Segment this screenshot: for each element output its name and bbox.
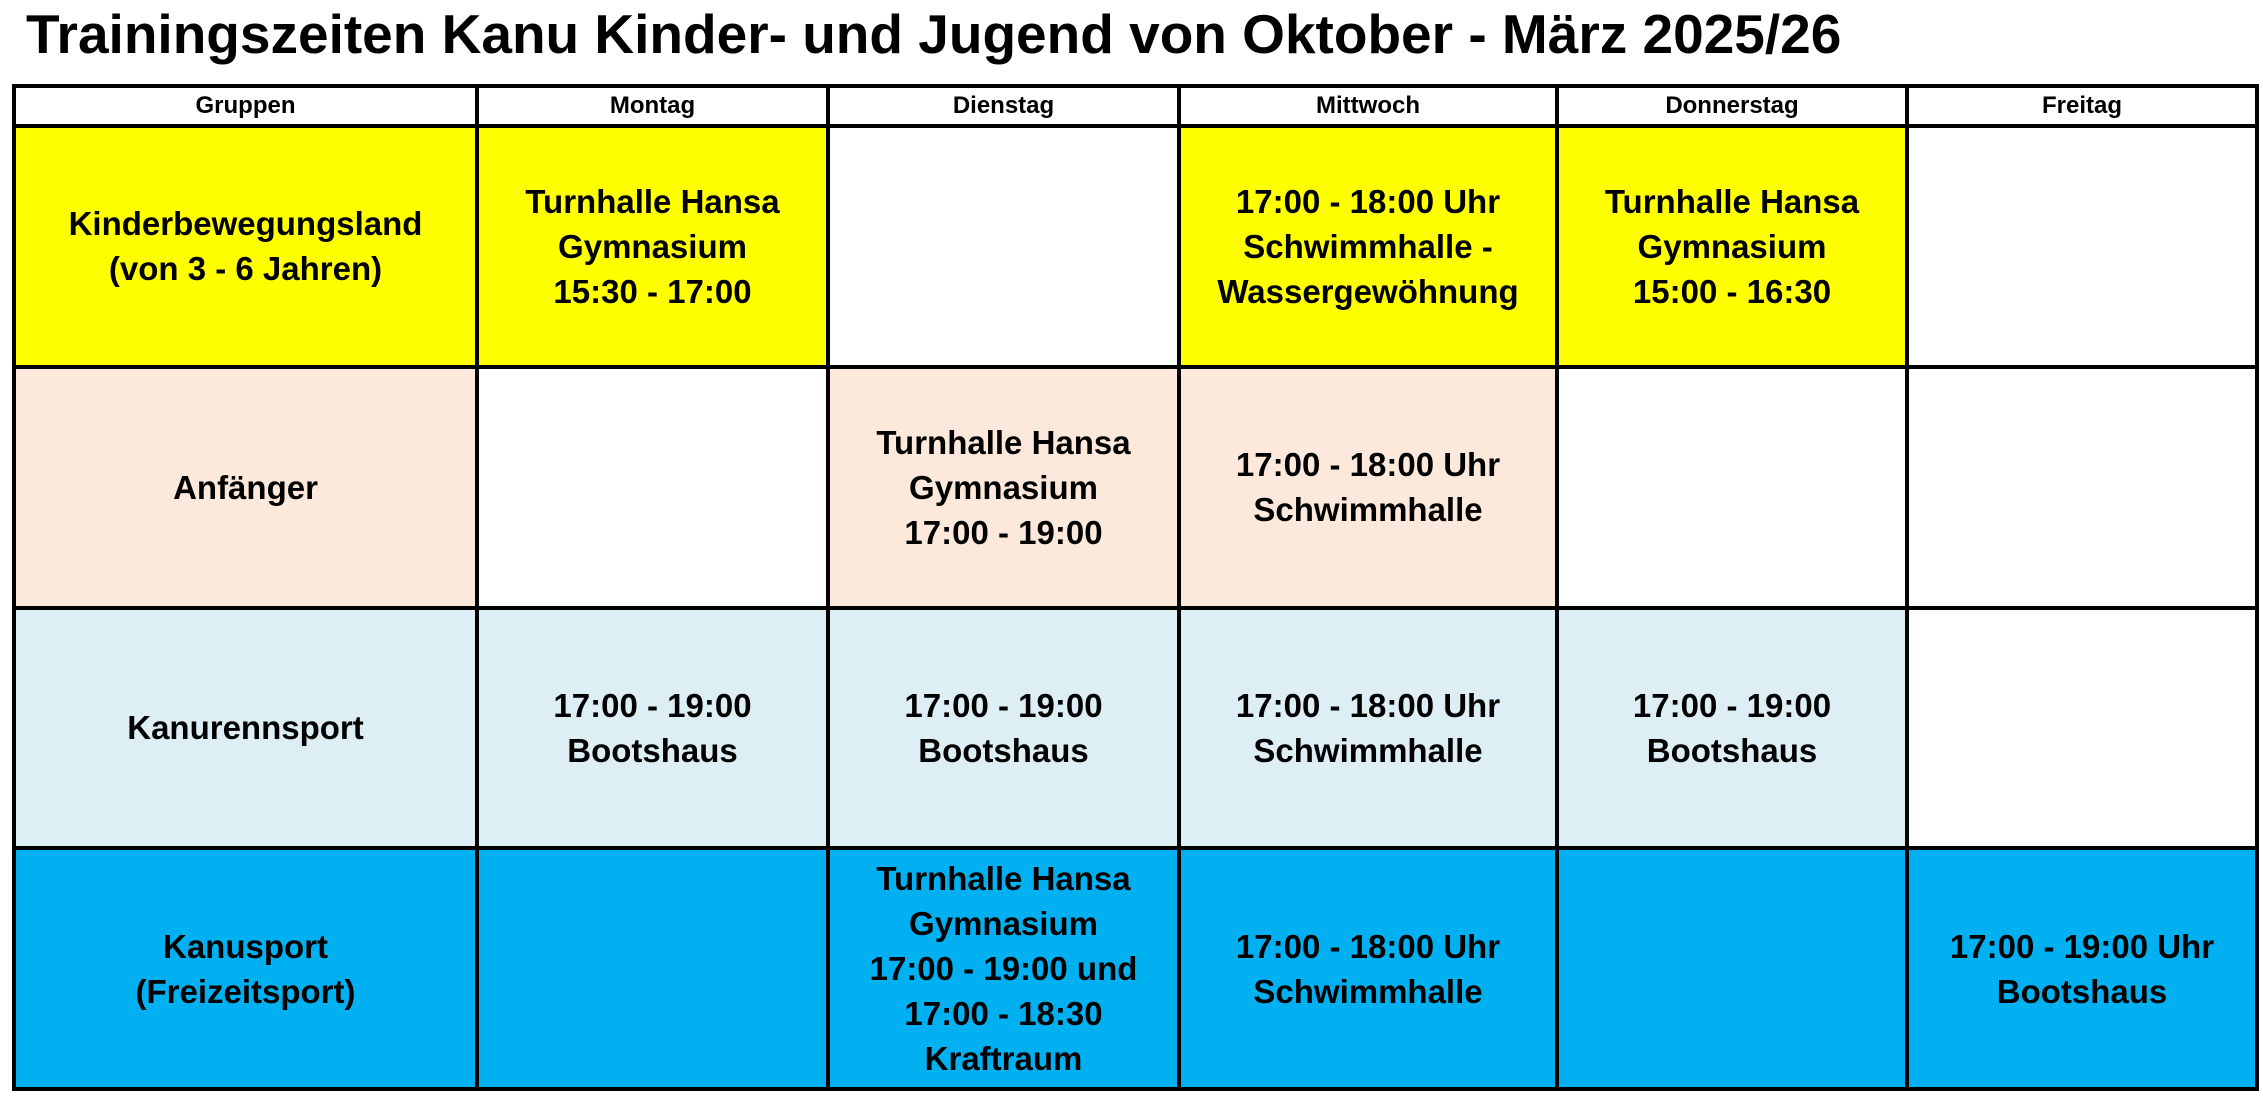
schedule-cell: [826, 124, 1181, 369]
header-freitag: Freitag: [1905, 84, 2259, 128]
schedule-cell: 17:00 - 19:00 Uhr Bootshaus: [1905, 846, 2259, 1091]
page-title: Trainingszeiten Kanu Kinder- und Jugend …: [26, 3, 1842, 65]
group-cell: Anfänger: [12, 364, 479, 610]
schedule-cell: Turnhalle Hansa Gymnasium 17:00 - 19:00 …: [826, 846, 1181, 1091]
table-row: Kanusport (Freizeitsport) Turnhalle Hansa…: [12, 846, 2259, 1091]
header-gruppen: Gruppen: [12, 84, 479, 128]
group-cell: Kanurennsport: [12, 605, 479, 851]
group-cell: Kinderbewegungsland (von 3 - 6 Jahren): [12, 124, 479, 369]
schedule-cell: [1905, 364, 2259, 610]
schedule-cell: [1905, 605, 2259, 851]
header-donnerstag: Donnerstag: [1555, 84, 1909, 128]
schedule-cell: [1905, 124, 2259, 369]
header-row: Gruppen Montag Dienstag Mittwoch Donners…: [12, 84, 2259, 128]
table-row: Anfänger Turnhalle Hansa Gymnasium 17:00 …: [12, 364, 2259, 610]
schedule-cell: Turnhalle Hansa Gymnasium 15:00 - 16:30: [1555, 124, 1909, 369]
schedule-cell: Turnhalle Hansa Gymnasium 17:00 - 19:00: [826, 364, 1181, 610]
schedule-cell: 17:00 - 19:00 Bootshaus: [475, 605, 830, 851]
header-montag: Montag: [475, 84, 830, 128]
schedule-cell: 17:00 - 18:00 Uhr Schwimmhalle - Wasserg…: [1177, 124, 1559, 369]
schedule-cell: Turnhalle Hansa Gymnasium 15:30 - 17:00: [475, 124, 830, 369]
schedule-cell: 17:00 - 18:00 Uhr Schwimmhalle: [1177, 846, 1559, 1091]
header-mittwoch: Mittwoch: [1177, 84, 1559, 128]
table-row: Kinderbewegungsland (von 3 - 6 Jahren) Tu…: [12, 124, 2259, 369]
schedule-cell: [1555, 364, 1909, 610]
header-dienstag: Dienstag: [826, 84, 1181, 128]
table-row: Kanurennsport 17:00 - 19:00 Bootshaus 17:0…: [12, 605, 2259, 851]
schedule-cell: [475, 846, 830, 1091]
schedule-table: Gruppen Montag Dienstag Mittwoch Donners…: [12, 84, 2259, 1091]
schedule-cell: 17:00 - 19:00 Bootshaus: [826, 605, 1181, 851]
schedule-cell: 17:00 - 18:00 Uhr Schwimmhalle: [1177, 605, 1559, 851]
group-cell: Kanusport (Freizeitsport): [12, 846, 479, 1091]
schedule-cell: 17:00 - 19:00 Bootshaus: [1555, 605, 1909, 851]
schedule-cell: [1555, 846, 1909, 1091]
schedule-cell: 17:00 - 18:00 Uhr Schwimmhalle: [1177, 364, 1559, 610]
schedule-cell: [475, 364, 830, 610]
